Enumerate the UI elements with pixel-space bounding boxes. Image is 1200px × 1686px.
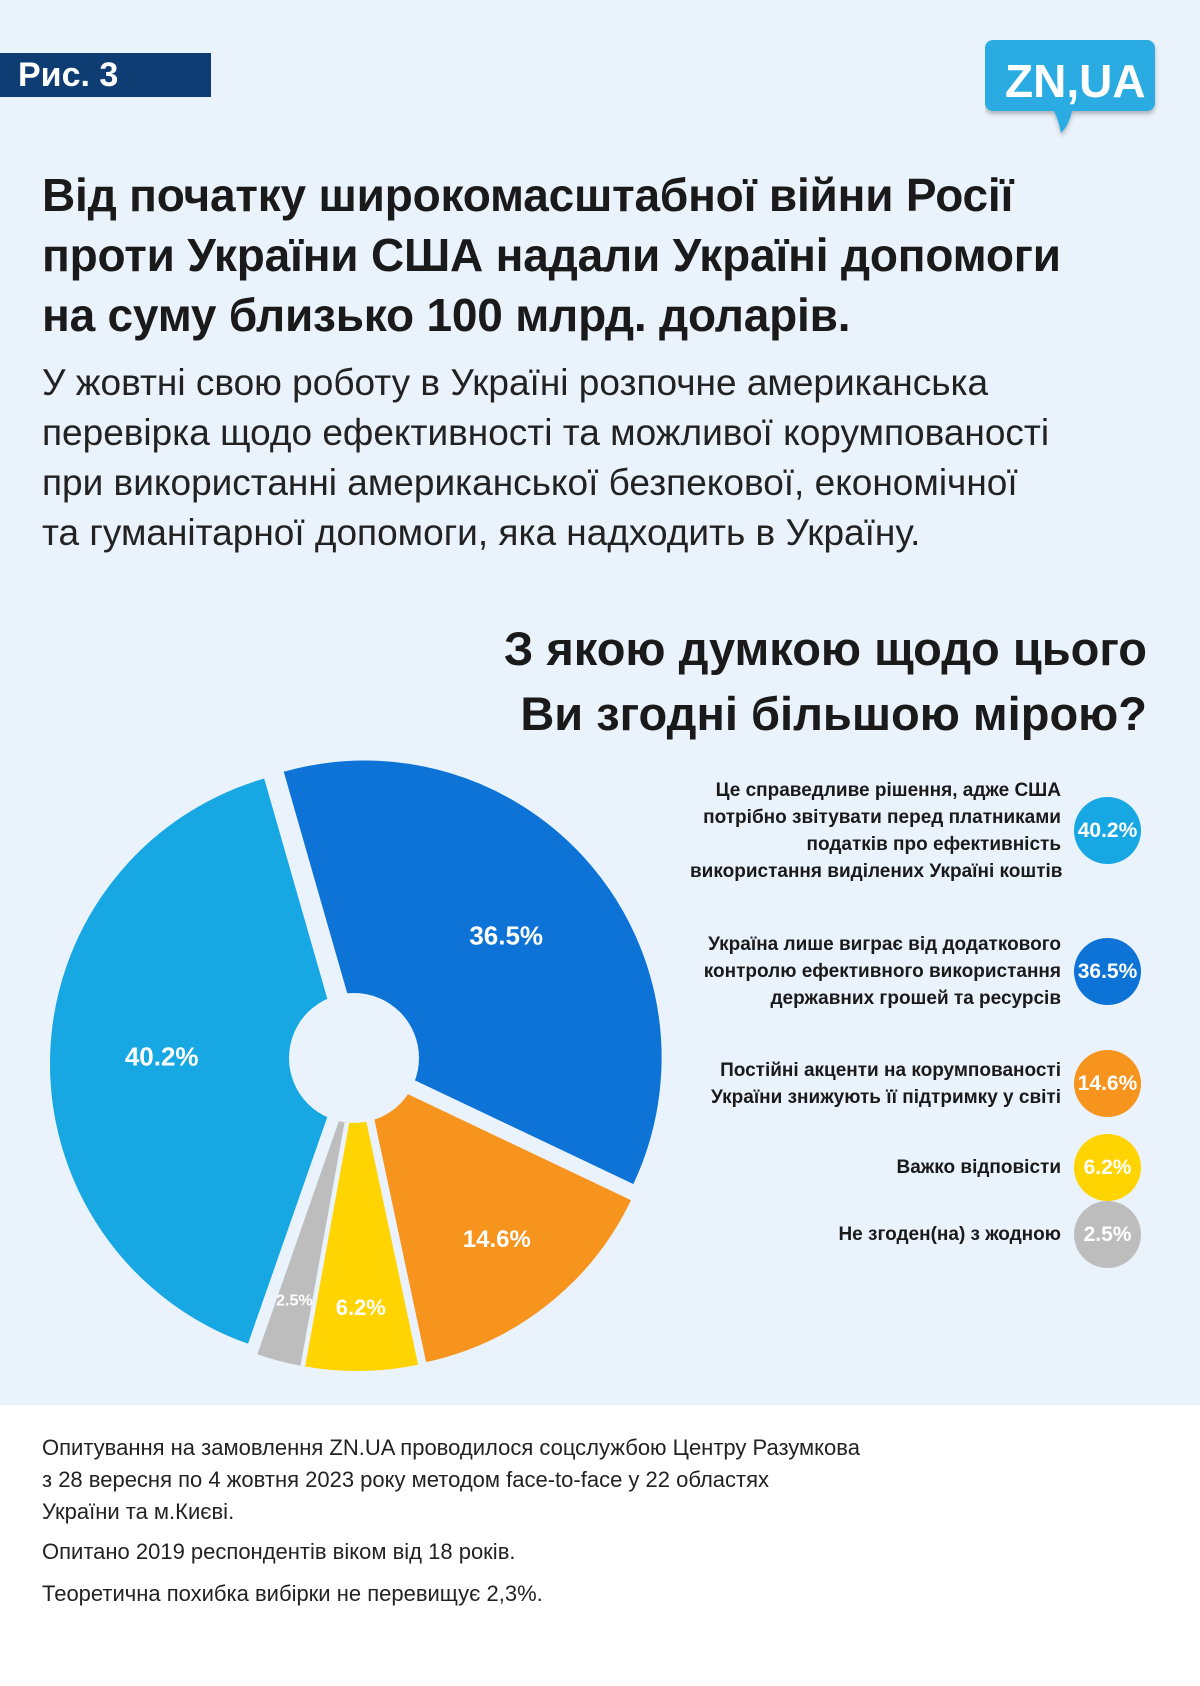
svg-text:ZN,UA: ZN,UA: [1005, 55, 1146, 107]
svg-text:2.5%: 2.5%: [276, 1293, 312, 1310]
svg-text:6.2%: 6.2%: [336, 1295, 386, 1320]
svg-text:36.5%: 36.5%: [469, 920, 543, 950]
svg-text:14.6%: 14.6%: [463, 1226, 531, 1253]
svg-text:40.2%: 40.2%: [125, 1041, 199, 1071]
